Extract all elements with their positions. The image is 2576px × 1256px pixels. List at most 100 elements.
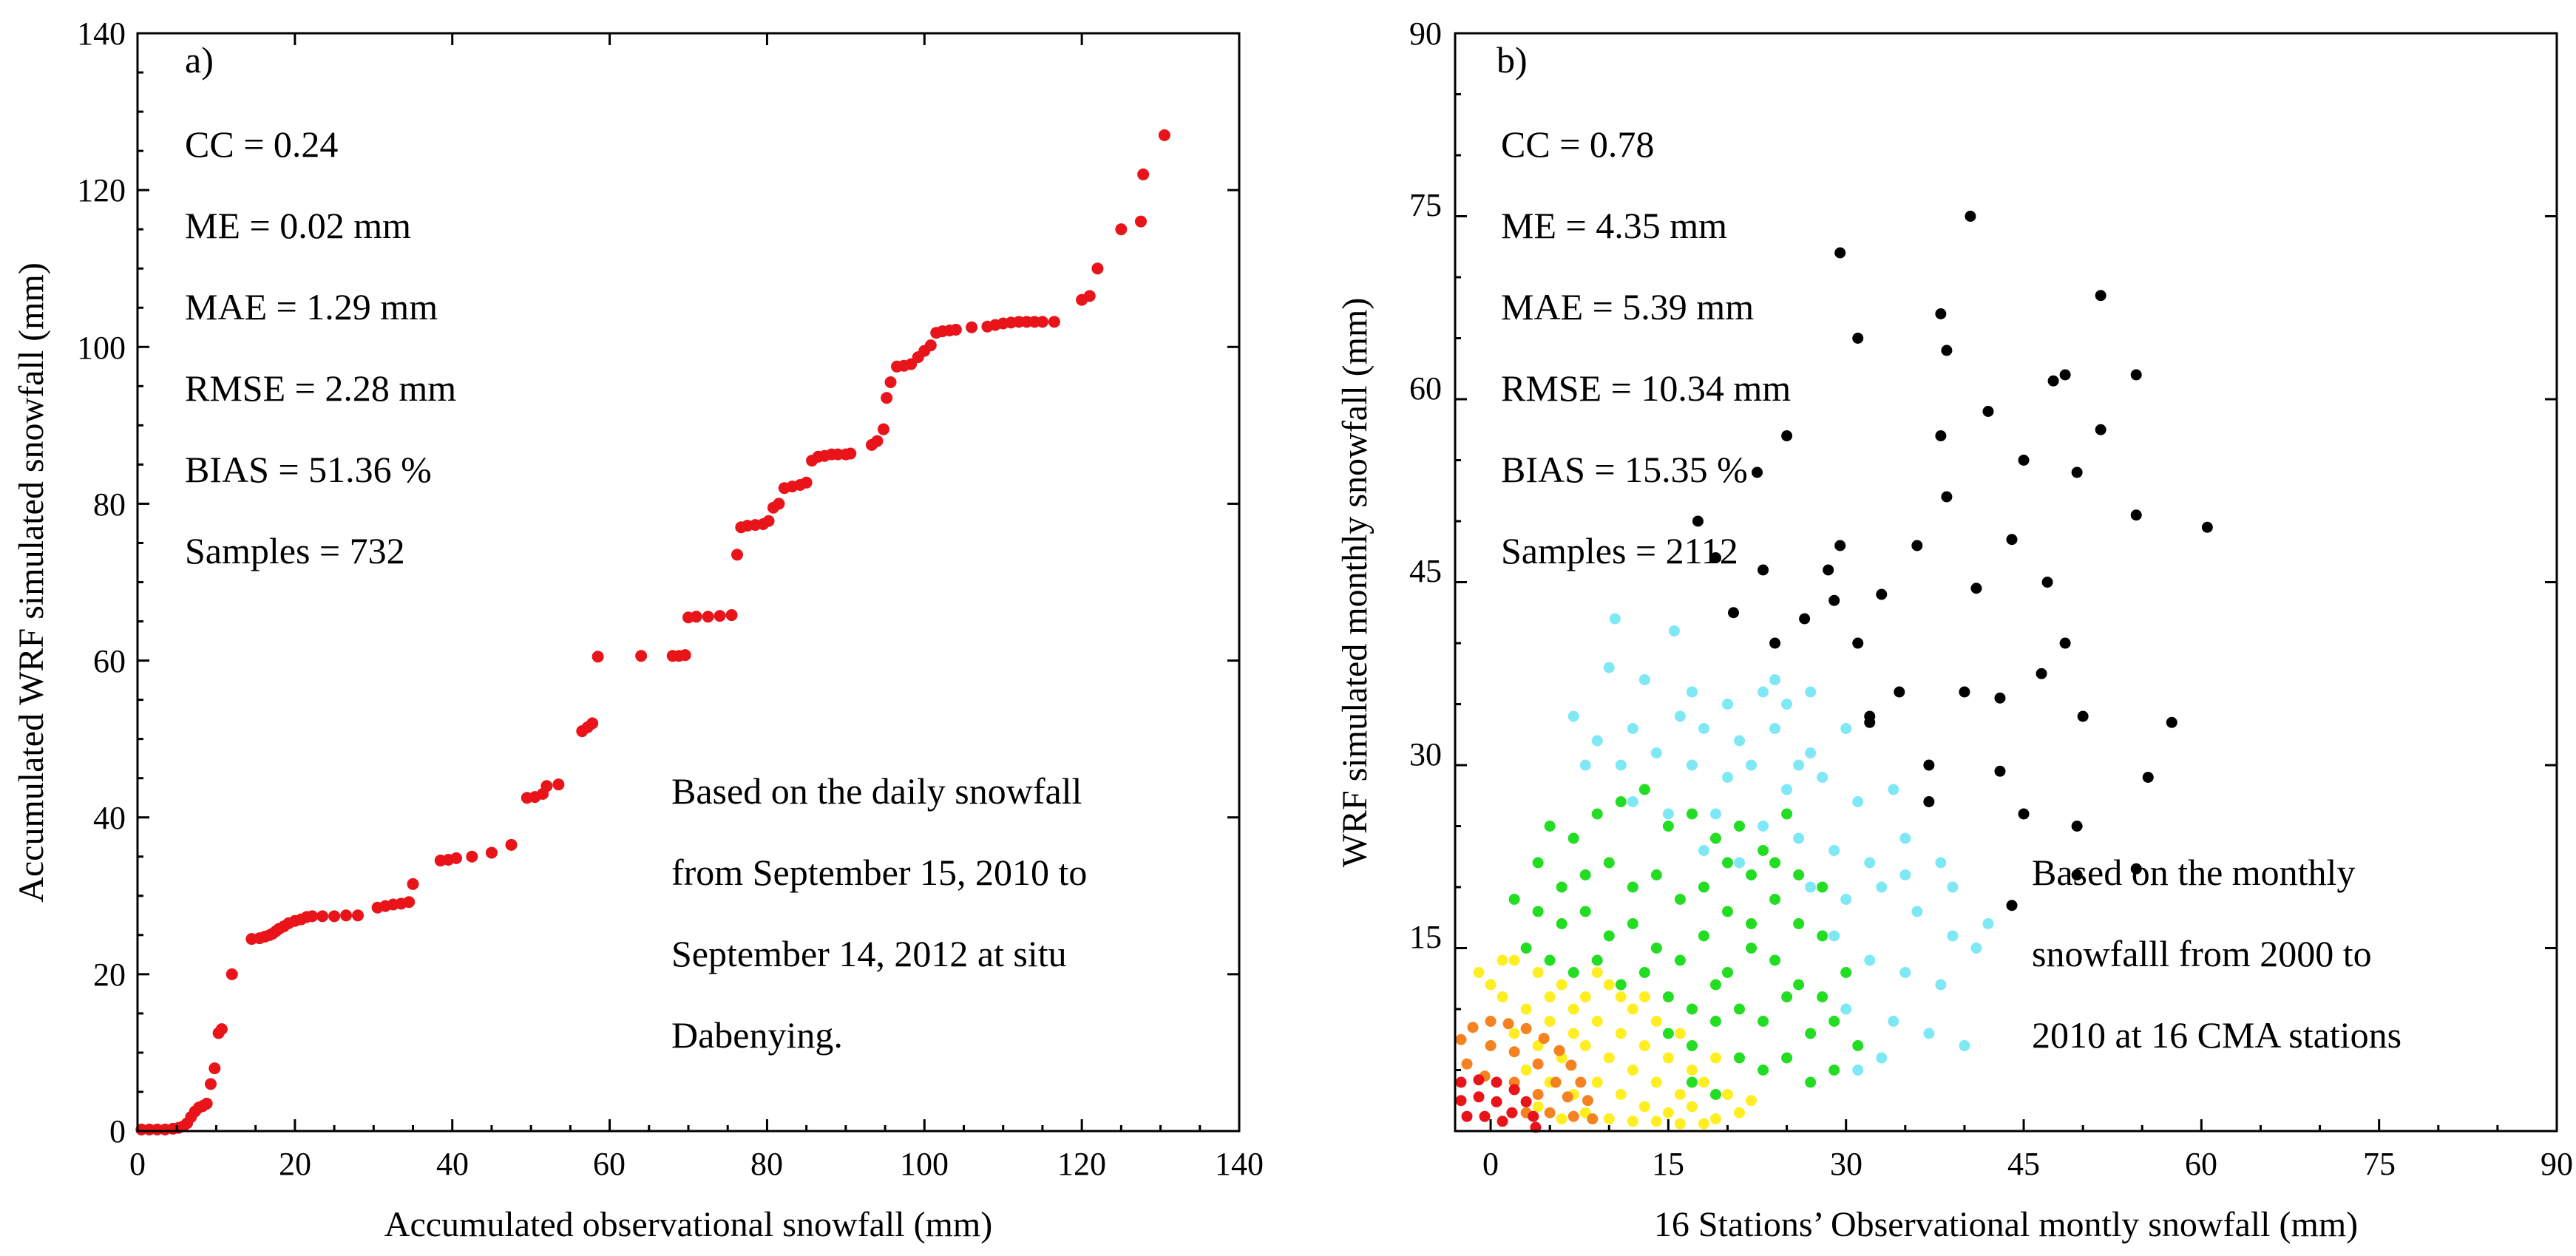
data-point [725, 609, 738, 622]
green-point [1686, 1003, 1698, 1015]
cyan-point [1888, 784, 1899, 795]
orange-point [1587, 1113, 1599, 1124]
cyan-point [1947, 881, 1959, 893]
cyan-point [1769, 723, 1781, 734]
cyan-point [1721, 772, 1733, 783]
black-point [1709, 552, 1721, 563]
yellow-point [1532, 967, 1544, 978]
yellow-point [1579, 991, 1591, 1002]
green-point [1627, 881, 1638, 893]
data-point [204, 1078, 217, 1090]
cyan-point [1627, 796, 1638, 807]
yellow-point [1497, 991, 1508, 1002]
black-point [2041, 577, 2053, 588]
red-point [1491, 1096, 1502, 1107]
black-point [1965, 211, 1976, 222]
a-x-tick-label: 140 [1215, 1146, 1264, 1182]
green-point [1709, 1016, 1721, 1027]
panel-b-ticks [1455, 32, 2558, 1133]
a-x-tick-label: 40 [436, 1146, 469, 1182]
black-point [1911, 540, 1923, 551]
b-x-tick-label: 45 [2007, 1146, 2040, 1182]
yellow-point [1520, 1003, 1532, 1015]
yellow-point [1674, 1089, 1686, 1100]
data-point [586, 717, 599, 730]
black-point [1994, 692, 2006, 704]
black-point [1959, 686, 1970, 698]
panel-a-x-tick-labels: 0 20 40 60 80 100 120 140 [129, 1146, 1264, 1182]
green-point [1556, 918, 1567, 929]
b-x-tick-label: 60 [2185, 1146, 2217, 1182]
green-point [1840, 967, 1852, 978]
stat-rmse: RMSE = 10.34 mm [1501, 367, 1791, 409]
green-point [1781, 991, 1793, 1002]
orange-point [1461, 1058, 1473, 1070]
red-point [1455, 1076, 1467, 1088]
a-y-tick-label: 40 [93, 800, 126, 836]
black-point [1923, 796, 1935, 807]
data-point [1137, 168, 1150, 180]
stat-me: ME = 0.02 mm [185, 205, 411, 246]
data-point [540, 780, 553, 792]
red-point [1497, 1116, 1508, 1127]
data-point [871, 435, 884, 447]
cyan-point [1840, 1003, 1852, 1015]
black-point [2059, 369, 2071, 381]
note-line: Based on the monthly [2032, 852, 2355, 893]
green-point [1520, 943, 1532, 954]
green-point [1828, 1065, 1840, 1076]
orange-point [1553, 1045, 1565, 1056]
data-point [226, 968, 238, 980]
orange-point [1550, 1076, 1562, 1088]
cyan-point [1769, 674, 1781, 685]
red-point [1520, 1096, 1532, 1107]
black-point [2130, 863, 2142, 875]
yellow-point [1662, 1107, 1674, 1118]
green-point [1532, 857, 1544, 869]
orange-point [1467, 1022, 1479, 1033]
green-point [1709, 979, 1721, 991]
yellow-point [1638, 1101, 1650, 1113]
green-point [1709, 832, 1721, 844]
a-y-tick-label: 140 [77, 16, 126, 52]
panel-a-label: a) [185, 39, 214, 81]
cyan-point [1746, 759, 1758, 771]
yellow-point [1734, 1107, 1746, 1118]
panel-b-plot-frame [1454, 32, 2558, 1133]
cyan-point [1567, 710, 1579, 722]
yellow-point [1650, 1076, 1662, 1088]
cyan-point [1591, 735, 1603, 747]
cyan-point [1686, 759, 1698, 771]
data-point [1091, 262, 1104, 275]
a-y-tick-label: 100 [77, 330, 126, 366]
yellow-point [1698, 1076, 1709, 1088]
panel-a-stats: CC = 0.24 ME = 0.02 mm MAE = 1.29 mm RMS… [185, 123, 456, 571]
green-point [1591, 954, 1603, 966]
yellow-point [1615, 991, 1627, 1002]
black-point [1941, 344, 1953, 356]
green-point [1662, 1028, 1674, 1039]
green-point [1627, 918, 1638, 929]
panel-b-note: Based on the monthly snowfalll from 2000… [2032, 852, 2402, 1056]
black-point [2130, 509, 2142, 521]
black-point [1852, 637, 1864, 649]
green-point [1793, 979, 1805, 991]
orange-point [1532, 1089, 1544, 1100]
green-point [1805, 1076, 1817, 1088]
yellow-point [1662, 1052, 1674, 1064]
b-x-tick-label: 15 [1652, 1146, 1684, 1182]
cyan-point [1899, 832, 1911, 844]
data-point [352, 909, 364, 922]
black-point [2071, 869, 2083, 880]
a-x-tick-label: 20 [279, 1146, 311, 1182]
b-y-tick-label: 30 [1409, 736, 1442, 773]
data-point [485, 846, 498, 859]
yellow-point [1591, 1016, 1603, 1027]
data-point [949, 323, 962, 336]
green-point [1734, 821, 1746, 832]
cyan-point [1876, 881, 1888, 893]
cyan-point [1852, 1065, 1864, 1076]
cyan-point [1876, 1052, 1888, 1064]
a-y-tick-label: 0 [109, 1113, 126, 1150]
orange-point [1567, 1110, 1579, 1122]
